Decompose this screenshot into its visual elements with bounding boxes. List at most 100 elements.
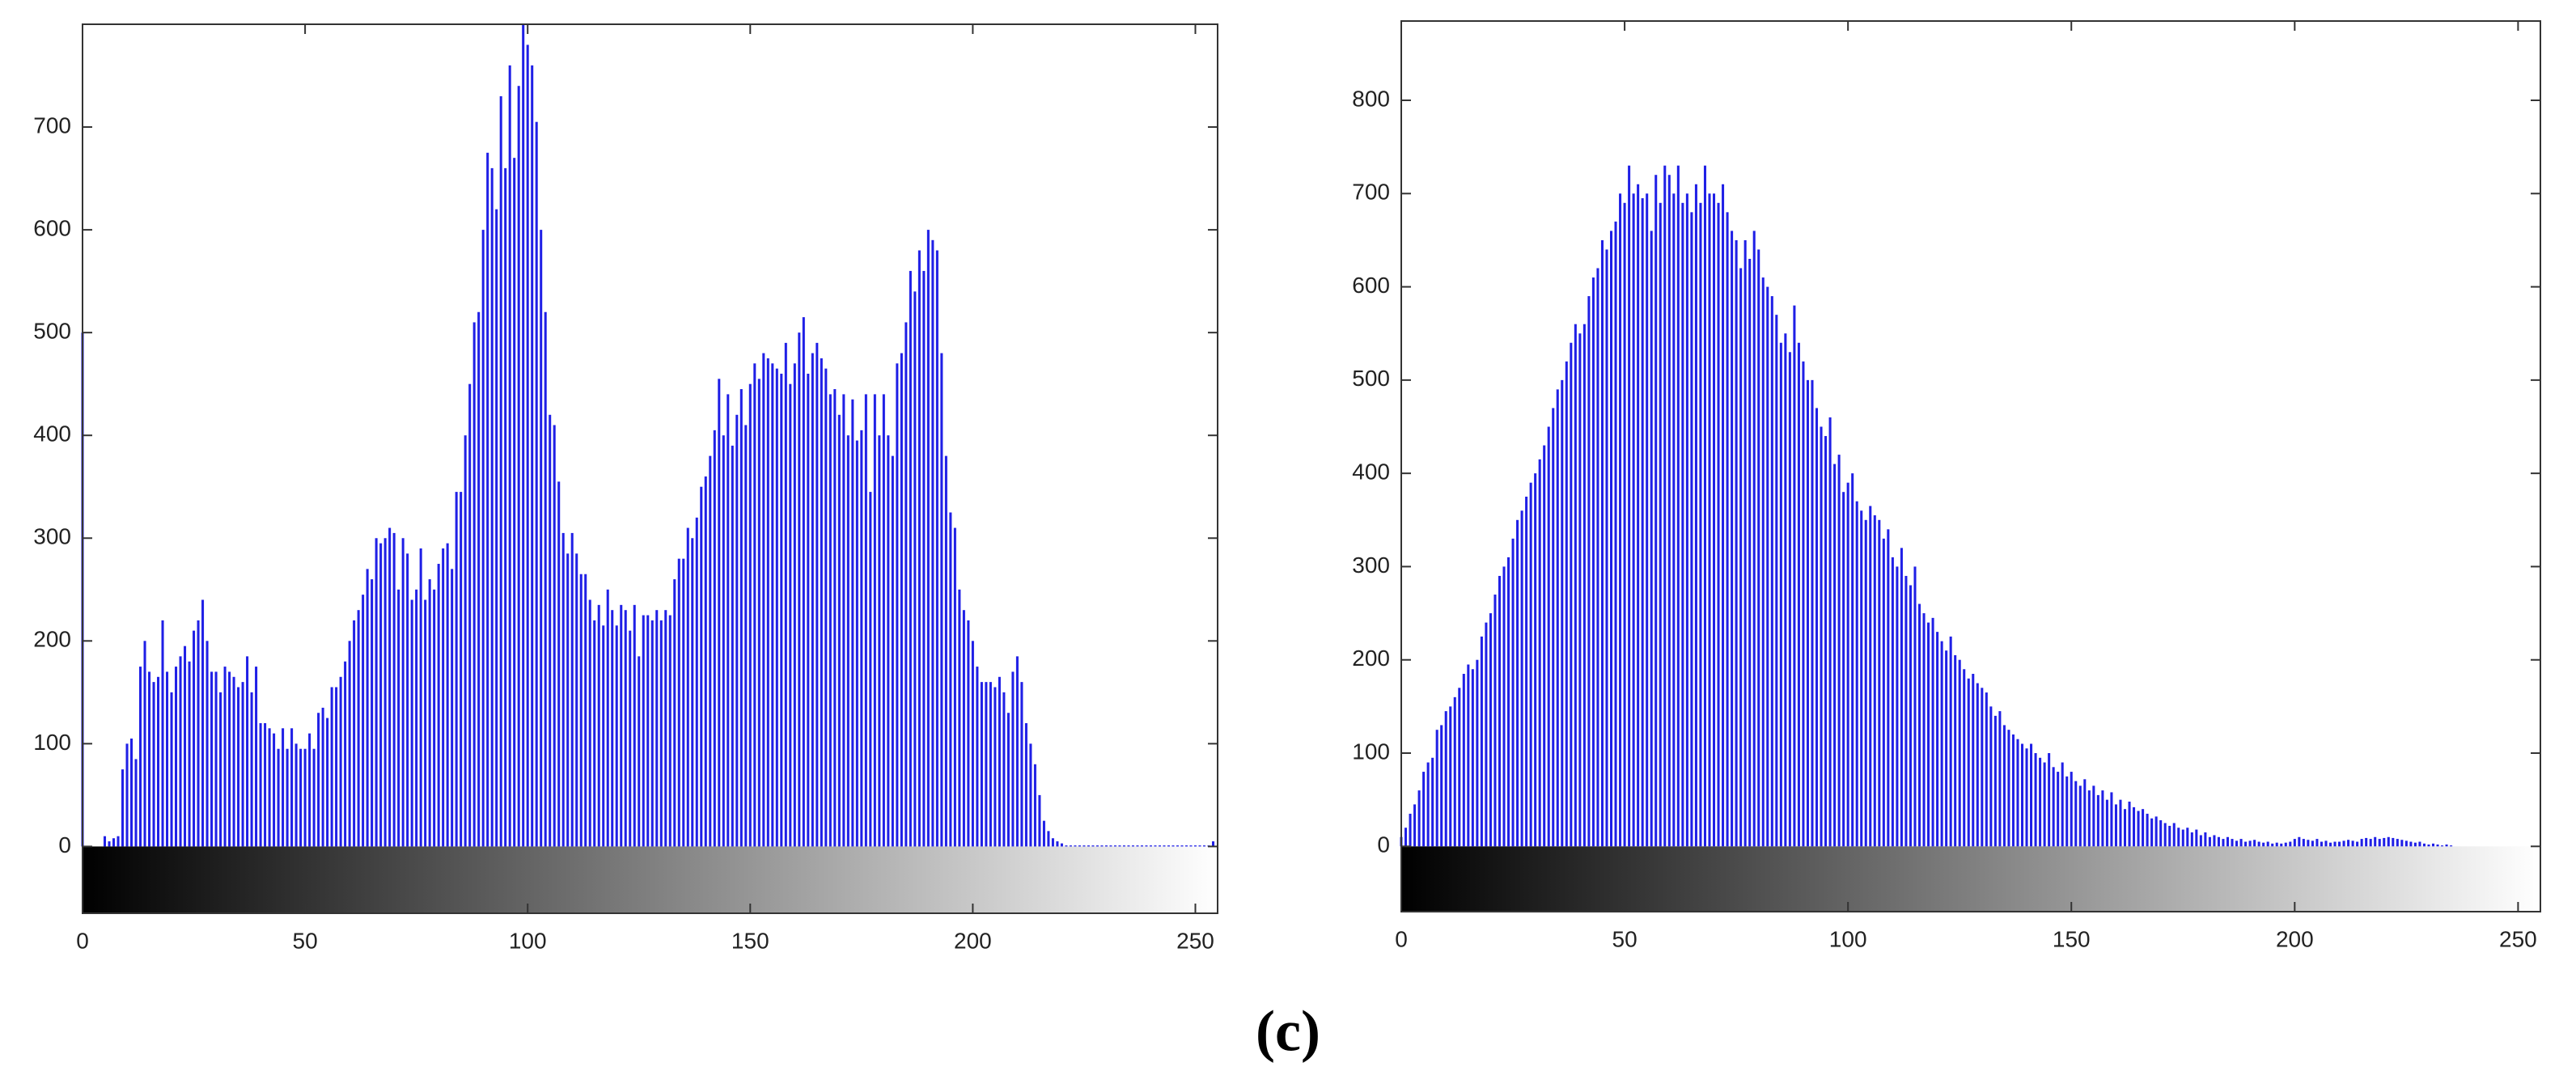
bar [433, 589, 436, 847]
bar [833, 389, 837, 847]
bar [299, 748, 303, 847]
bar [241, 682, 244, 847]
y-tick-label: 500 [1352, 366, 1390, 391]
bar [2213, 835, 2216, 847]
bar [998, 676, 1001, 847]
bar [664, 610, 667, 847]
bar [2168, 825, 2171, 847]
bar [2387, 836, 2390, 847]
bar [472, 322, 476, 847]
bar [629, 630, 632, 847]
bar [112, 838, 116, 847]
bar [1806, 379, 1809, 847]
bar [713, 430, 716, 847]
bar [575, 553, 578, 847]
bar [962, 610, 965, 847]
bar [205, 641, 209, 847]
bar [1958, 659, 1961, 847]
bar [2137, 811, 2140, 847]
bar [415, 589, 418, 847]
y-tick-label: 300 [33, 524, 71, 549]
bar [1637, 184, 1640, 847]
bar [1752, 231, 1756, 847]
bar [460, 492, 463, 847]
bar [2114, 804, 2117, 847]
bar [1574, 324, 1577, 847]
bar [179, 656, 182, 847]
bar [811, 353, 814, 847]
bar [335, 687, 338, 847]
bar [1940, 641, 1943, 847]
bar [549, 414, 552, 847]
bar [2422, 843, 2426, 847]
axes-box [1400, 20, 2541, 912]
bar [1511, 538, 1515, 847]
bar [2293, 839, 2296, 847]
bar [1717, 202, 1720, 847]
x-tick-label: 200 [2276, 926, 2314, 951]
bar [606, 589, 609, 847]
bar [1095, 845, 1099, 847]
bar [495, 209, 498, 847]
bar [691, 538, 694, 847]
bar [944, 455, 947, 847]
bar [2142, 809, 2145, 847]
bar [1552, 408, 1555, 847]
bar [237, 687, 240, 847]
bar [624, 610, 627, 847]
y-tick-label: 100 [33, 730, 71, 755]
bar [1860, 510, 1863, 847]
bar [1038, 794, 1041, 847]
bar [1596, 268, 1599, 847]
caption: (c) [1256, 999, 1320, 1064]
bar [1878, 519, 1881, 847]
bar [1993, 715, 1997, 847]
bar [2413, 842, 2417, 847]
bar [2208, 836, 2211, 847]
bar [1056, 841, 1059, 847]
x-tick-label: 0 [1395, 926, 1408, 951]
bar [2016, 739, 2019, 847]
bar [1779, 342, 1782, 847]
bar [486, 152, 489, 847]
bar [931, 239, 934, 847]
bar [1047, 831, 1050, 847]
bar [1171, 845, 1175, 847]
bar [584, 574, 587, 847]
bar [1140, 845, 1143, 847]
bar [2266, 841, 2269, 847]
bar [1570, 342, 1573, 847]
bar [2222, 839, 2225, 847]
x-tick-label: 100 [509, 928, 547, 953]
bar [1896, 566, 1899, 847]
bar [1743, 239, 1747, 847]
bar [1131, 845, 1134, 847]
bar [1735, 239, 1738, 847]
bar [2315, 839, 2319, 847]
bar [188, 661, 191, 847]
y-tick-label: 400 [33, 421, 71, 447]
chart: 0 50 100 150 200 250 0 100 200 300 400 500 600 700 800 [1352, 20, 2541, 951]
bar [232, 676, 235, 847]
bar [246, 656, 249, 847]
bar [1882, 538, 1885, 847]
bar [980, 682, 983, 847]
bar [1118, 845, 1121, 847]
bar [739, 389, 743, 847]
bar [593, 620, 596, 847]
bar [2427, 844, 2430, 847]
bar [2070, 772, 2073, 847]
bar [1422, 772, 1426, 847]
bar [2159, 820, 2163, 847]
bar [383, 538, 387, 847]
bar [659, 620, 663, 847]
bar [1109, 845, 1112, 847]
bar [1547, 426, 1550, 847]
bar [255, 667, 258, 847]
bar [2061, 762, 2064, 847]
bar [553, 425, 556, 847]
bar [1202, 845, 1206, 847]
bar [175, 667, 178, 847]
bar [1458, 688, 1461, 847]
bar [1158, 845, 1161, 847]
